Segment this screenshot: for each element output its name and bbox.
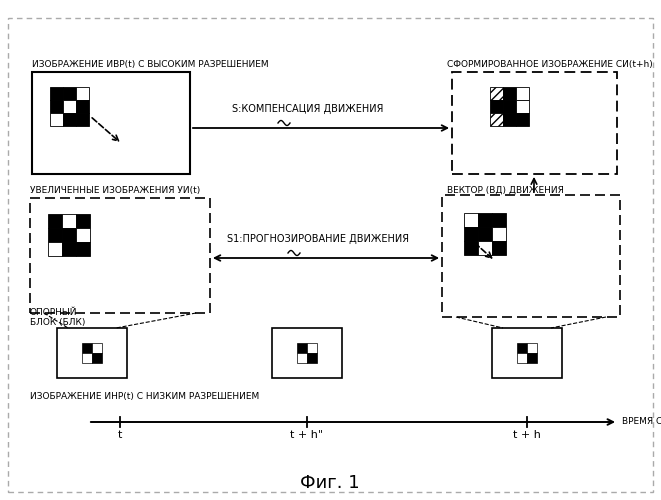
Bar — [492, 328, 562, 378]
Bar — [307, 353, 317, 363]
Bar — [478, 227, 492, 241]
Bar — [92, 353, 102, 363]
Bar — [517, 343, 527, 353]
Bar — [527, 353, 537, 363]
Bar — [32, 72, 190, 174]
Bar — [50, 100, 63, 113]
Bar — [490, 87, 503, 100]
Bar — [516, 87, 529, 100]
Bar — [516, 100, 529, 113]
Bar — [503, 100, 516, 113]
Bar — [527, 343, 537, 353]
Bar — [48, 214, 62, 228]
Bar — [503, 87, 516, 100]
Bar — [492, 213, 506, 227]
Text: ВЕКТОР (ВД) ДВИЖЕНИЯ: ВЕКТОР (ВД) ДВИЖЕНИЯ — [447, 186, 564, 195]
Bar — [76, 87, 89, 100]
Bar — [297, 353, 307, 363]
Text: ОПОРНЫЙ
БЛОК (БЛК): ОПОРНЫЙ БЛОК (БЛК) — [30, 308, 85, 328]
Bar — [517, 353, 527, 363]
Bar — [57, 328, 127, 378]
Bar — [464, 227, 478, 241]
Bar — [62, 242, 76, 256]
Bar — [478, 241, 492, 255]
Text: УВЕЛИЧЕННЫЕ ИЗОБРАЖЕНИЯ УИ(t): УВЕЛИЧЕННЫЕ ИЗОБРАЖЕНИЯ УИ(t) — [30, 186, 200, 195]
Text: СФОРМИРОВАННОЕ ИЗОБРАЖЕНИЕ СИ(t+h): СФОРМИРОВАННОЕ ИЗОБРАЖЕНИЕ СИ(t+h) — [447, 60, 653, 69]
Bar — [272, 328, 342, 378]
Bar — [82, 353, 92, 363]
Bar — [516, 113, 529, 126]
Text: ВРЕМЯ СЪЁМКИ: ВРЕМЯ СЪЁМКИ — [622, 418, 661, 426]
Bar — [76, 113, 89, 126]
Bar — [76, 214, 90, 228]
Bar — [63, 113, 76, 126]
Text: S:КОМПЕНСАЦИЯ ДВИЖЕНИЯ: S:КОМПЕНСАЦИЯ ДВИЖЕНИЯ — [232, 104, 383, 114]
FancyBboxPatch shape — [452, 72, 617, 174]
Bar — [297, 343, 307, 353]
FancyBboxPatch shape — [30, 198, 210, 313]
Bar — [62, 228, 76, 242]
Bar — [464, 213, 478, 227]
Bar — [492, 241, 506, 255]
Text: t + h: t + h — [513, 430, 541, 440]
Bar — [76, 242, 90, 256]
Bar — [48, 242, 62, 256]
Bar — [63, 87, 76, 100]
Bar — [62, 214, 76, 228]
Text: S1:ПРОГНОЗИРОВАНИЕ ДВИЖЕНИЯ: S1:ПРОГНОЗИРОВАНИЕ ДВИЖЕНИЯ — [227, 234, 409, 244]
Bar — [478, 213, 492, 227]
Bar — [492, 227, 506, 241]
Bar — [76, 100, 89, 113]
Bar — [48, 228, 62, 242]
Bar — [76, 228, 90, 242]
Bar — [82, 343, 92, 353]
Bar — [503, 113, 516, 126]
FancyBboxPatch shape — [442, 195, 620, 317]
Bar — [464, 241, 478, 255]
Text: t + h": t + h" — [290, 430, 324, 440]
Text: Фиг. 1: Фиг. 1 — [300, 474, 360, 492]
Bar — [490, 100, 503, 113]
Bar — [63, 100, 76, 113]
Text: ИЗОБРАЖЕНИЕ ИНР(t) С НИЗКИМ РАЗРЕШЕНИЕМ: ИЗОБРАЖЕНИЕ ИНР(t) С НИЗКИМ РАЗРЕШЕНИЕМ — [30, 392, 259, 401]
Bar — [50, 87, 63, 100]
Bar — [490, 113, 503, 126]
Bar — [307, 343, 317, 353]
Text: ИЗОБРАЖЕНИЕ ИВР(t) С ВЫСОКИМ РАЗРЕШЕНИЕМ: ИЗОБРАЖЕНИЕ ИВР(t) С ВЫСОКИМ РАЗРЕШЕНИЕМ — [32, 60, 268, 69]
Text: t: t — [118, 430, 122, 440]
Bar — [92, 343, 102, 353]
Bar — [50, 113, 63, 126]
